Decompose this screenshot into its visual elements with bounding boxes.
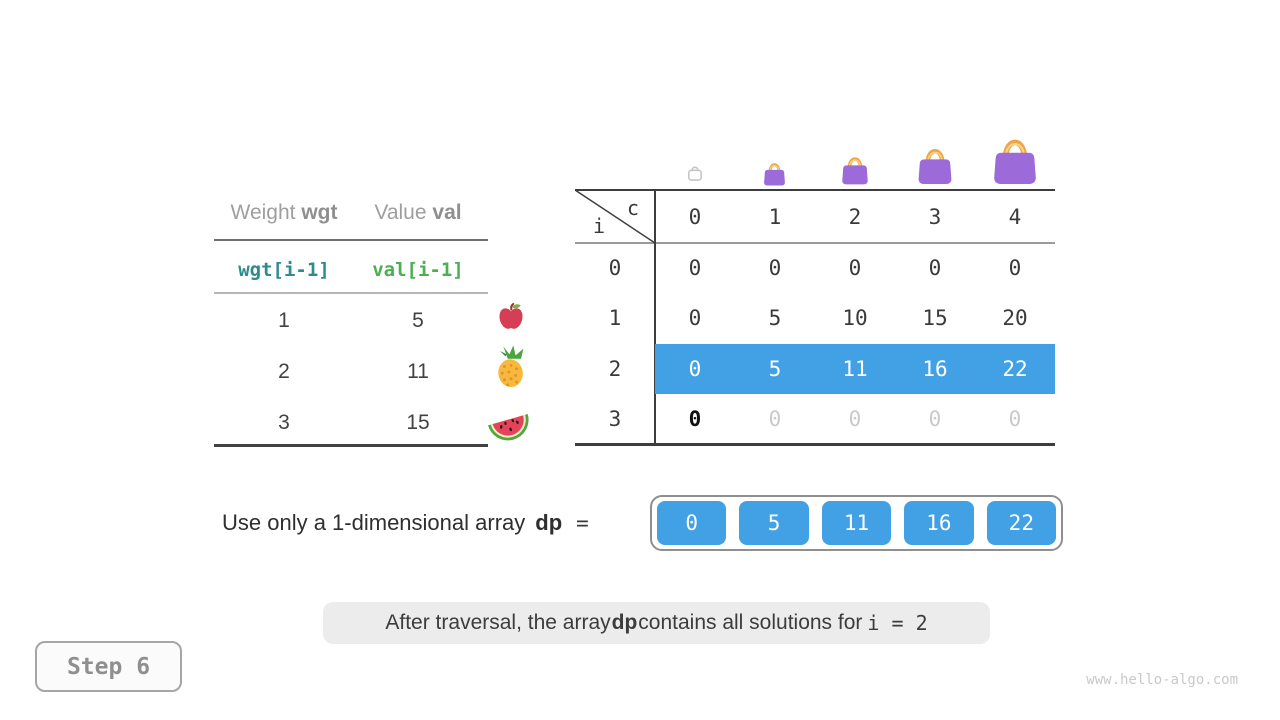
dp-col-header: 0 xyxy=(688,204,702,229)
dp-cell-stale: 0 xyxy=(1008,406,1022,431)
highlight-row-band xyxy=(655,343,1055,394)
caption-banner: After traversal, the array dp contains a… xyxy=(323,602,990,644)
weight-column-header: Weight wgt xyxy=(230,201,338,224)
corner-col-var: c xyxy=(626,196,640,220)
dp-col-header: 4 xyxy=(1008,204,1022,229)
bag-capacity-1-icon xyxy=(764,163,785,186)
dp-array-box: 0 5 11 16 22 xyxy=(650,495,1063,551)
bag-capacity-3-icon xyxy=(918,149,952,184)
dp-col-header: 1 xyxy=(768,204,782,229)
pineapple-icon xyxy=(498,345,524,388)
value-cell: 5 xyxy=(412,309,424,332)
value-cell: 11 xyxy=(407,360,429,383)
dp-table: 0 1 2 3 4 0 0 0 0 0 0 1 0 5 10 15 20 2 0… xyxy=(575,190,1055,444)
dp-col-header: 3 xyxy=(928,204,942,229)
dp-cell: 20 xyxy=(1002,306,1028,331)
dp-cell-highlighted: 16 xyxy=(922,356,948,381)
dp-array-cell: 0 xyxy=(657,501,727,545)
corner-row-var: i xyxy=(592,214,606,238)
bag-capacity-2-icon xyxy=(842,157,868,185)
dp-cell: 0 xyxy=(688,256,702,281)
table-border-vertical xyxy=(654,190,656,444)
dp-cell-highlighted: 5 xyxy=(768,356,782,381)
dp-cell: 0 xyxy=(688,306,702,331)
dp-cell-highlighted: 11 xyxy=(842,356,868,381)
corner-cell xyxy=(575,190,655,243)
table-divider xyxy=(214,444,488,447)
table-border-bottom xyxy=(575,443,1055,446)
table-border-top xyxy=(575,189,1055,191)
dp-row-header: 2 xyxy=(608,356,622,381)
dp-col-header: 2 xyxy=(848,204,862,229)
dp-cell-highlighted: 22 xyxy=(1002,356,1028,381)
dp-cell-highlighted: 0 xyxy=(688,356,702,381)
step-button[interactable]: Step 6 xyxy=(35,641,182,692)
dp-row-header: 3 xyxy=(608,406,622,431)
value-cell: 15 xyxy=(406,411,430,434)
caption-code: i = 2 xyxy=(867,611,928,635)
dp-array-cell: 16 xyxy=(904,501,974,545)
dp-cell-stale: 0 xyxy=(928,406,942,431)
value-column-header: Value val xyxy=(374,201,462,224)
dp-cell: 0 xyxy=(688,406,702,431)
dp-row-header: 0 xyxy=(608,256,622,281)
weight-cell: 3 xyxy=(278,411,290,434)
dp-var-name: dp xyxy=(535,510,563,535)
dp-cell: 0 xyxy=(928,256,942,281)
table-header-divider xyxy=(575,242,1055,244)
dp-cell-stale: 0 xyxy=(848,406,862,431)
watermark: www.hello-algo.com xyxy=(1086,672,1238,688)
dp-array-label: Use only a 1-dimensional array dp = xyxy=(222,510,589,535)
dp-cell: 5 xyxy=(768,306,782,331)
dp-cell: 0 xyxy=(768,256,782,281)
wgt-formula-cell: wgt[i-1] xyxy=(238,259,330,281)
table-divider xyxy=(214,239,488,241)
bag-capacity-4-icon xyxy=(994,139,1036,184)
bag-capacity-0-icon xyxy=(687,166,703,181)
equals-sign: = xyxy=(576,511,589,535)
val-formula-cell: val[i-1] xyxy=(372,259,464,281)
table-divider xyxy=(214,292,488,294)
watermelon-icon xyxy=(488,414,529,441)
weight-cell: 2 xyxy=(278,360,290,383)
dp-cell-stale: 0 xyxy=(768,406,782,431)
dp-row-header: 1 xyxy=(608,306,622,331)
dp-array-cell: 5 xyxy=(739,501,809,545)
weight-cell: 1 xyxy=(278,309,290,332)
dp-cell: 15 xyxy=(922,306,948,331)
dp-cell: 10 xyxy=(842,306,868,331)
dp-array-cell: 11 xyxy=(821,501,892,545)
dp-cell: 0 xyxy=(1008,256,1022,281)
corner-diagonal-line xyxy=(575,190,655,243)
apple-icon xyxy=(499,302,523,329)
dp-cell: 0 xyxy=(848,256,862,281)
dp-array-cell: 22 xyxy=(986,501,1057,545)
